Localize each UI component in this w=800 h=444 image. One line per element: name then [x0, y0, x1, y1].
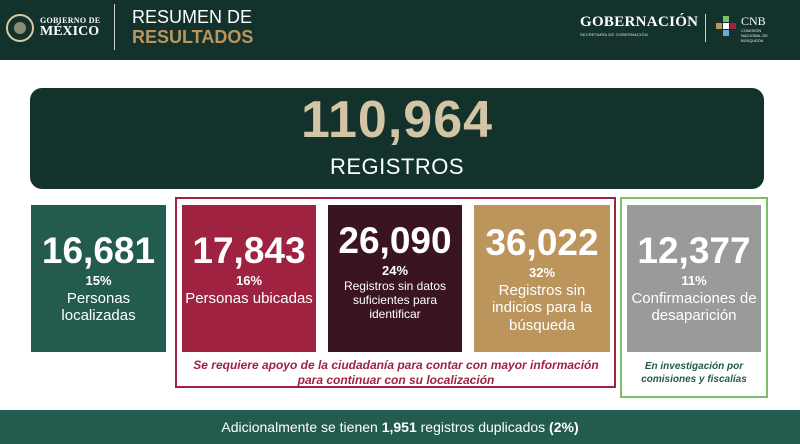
- card-label: Registros sin indicios para la búsqueda: [491, 282, 593, 334]
- page-title-line1: RESUMEN DE: [132, 7, 253, 27]
- cnb-sub: COMISIÓN NACIONAL DE BÚSQUEDA: [741, 28, 768, 43]
- card-registros-sin-datos: 26,090 24% Registros sin datos suficient…: [328, 205, 462, 352]
- card-percent: 32%: [528, 265, 556, 280]
- card-label: Personas ubicadas: [185, 290, 313, 307]
- cnb-icon: [716, 16, 736, 36]
- card-percent: 15%: [85, 273, 112, 288]
- gobernacion-name: GOBERNACIÓN: [580, 14, 699, 30]
- card-value: 36,022: [485, 222, 599, 263]
- gobernacion-logo: GOBERNACIÓN SECRETARÍA DE GOBERNACIÓN: [580, 15, 698, 37]
- investigacion-group-frame: [620, 197, 768, 398]
- footer-prefix: Adicionalmente se tienen: [221, 419, 378, 435]
- apoyo-ciudadania-note: Se requiere apoyo de la ciudadanía para …: [193, 358, 599, 387]
- gobernacion-sub: SECRETARÍA DE GOBERNACIÓN: [580, 32, 648, 37]
- card-value: 16,681: [41, 230, 156, 271]
- card-personas-ubicadas: 17,843 16% Personas ubicadas: [182, 205, 316, 352]
- card-label: Registros sin datos suficientes para ide…: [343, 279, 447, 321]
- header-bar: GOBIERNO DE MÉXICO RESUMEN DE RESULTADOS…: [0, 0, 800, 60]
- card-personas-localizadas: 16,681 15% Personas localizadas: [31, 205, 166, 352]
- footer-duplicados: Adicionalmente se tienen 1,951 registros…: [0, 410, 800, 444]
- card-percent: 24%: [381, 263, 409, 278]
- card-percent: 16%: [235, 273, 263, 288]
- logo-line2: MÉXICO: [40, 24, 100, 39]
- national-seal-icon: [6, 14, 34, 42]
- cnb-logo: CNB COMISIÓN NACIONAL DE BÚSQUEDA: [741, 15, 781, 43]
- page-title-line2: RESULTADOS: [132, 27, 254, 47]
- total-label: REGISTROS: [329, 154, 465, 179]
- card-value: 12,377: [637, 230, 751, 271]
- card-registros-sin-indicios: 36,022 32% Registros sin indicios para l…: [474, 205, 610, 352]
- header-divider: [114, 4, 115, 50]
- logo-line1: GOBIERNO DE: [40, 16, 101, 25]
- cnb-name: CNB: [741, 14, 766, 28]
- page-title: RESUMEN DE RESULTADOS: [132, 8, 253, 46]
- apoyo-group-frame: [175, 197, 616, 388]
- card-value: 17,843: [192, 230, 306, 271]
- card-value: 26,090: [338, 220, 452, 261]
- investigacion-note: En investigación por comisiones y fiscal…: [641, 361, 747, 385]
- card-percent: 11%: [681, 273, 707, 288]
- card-confirmaciones-desaparicion: 12,377 11% Confirmaciones de desaparició…: [627, 205, 761, 352]
- total-registros-panel: 110,964 REGISTROS: [30, 88, 764, 189]
- footer-percent: (2%): [549, 419, 579, 435]
- card-label: Confirmaciones de desaparición: [631, 290, 757, 325]
- card-label: Personas localizadas: [61, 290, 136, 325]
- total-value: 110,964: [300, 91, 494, 149]
- logo-divider: [705, 14, 706, 42]
- footer-duplicados-value: 1,951: [381, 419, 417, 435]
- gobierno-mexico-logo: GOBIERNO DE MÉXICO: [0, 0, 113, 56]
- footer-middle: registros duplicados: [420, 419, 546, 435]
